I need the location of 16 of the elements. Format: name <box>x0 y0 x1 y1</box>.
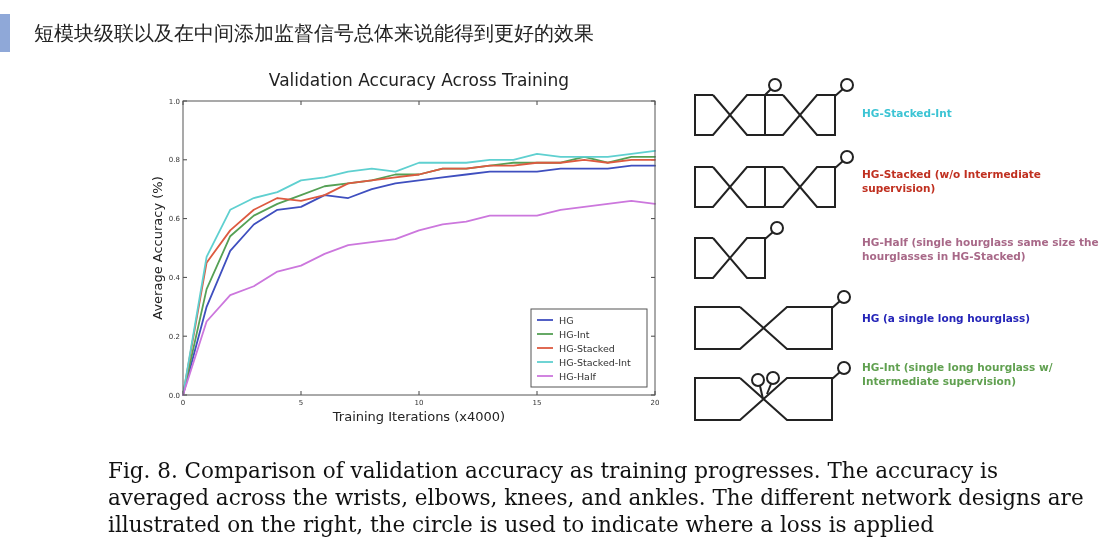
caption: Fig. 8. Comparison of validation accuracy as training progresses. The accuracy is averaged across the wrists, elbows, knees, and ankles. The different network designs are illustrated on the right, the circle is used to indicate where a loss is applied <box>108 458 1084 537</box>
chart-subtitle: Validation Accuracy Across Training <box>268 70 570 90</box>
legend-label: HG-Stacked-Int <box>559 356 632 368</box>
x-axis-title: Training Iterations (x4000) <box>331 409 506 424</box>
legend-label: HG-Stacked <box>559 342 615 354</box>
text: HG-Half (single hourglass same size the hourglasses in HG-Stacked) <box>862 236 1099 262</box>
chart-title: 短模块级联以及在中间添加监督信号总体来说能得到更好的效果 <box>34 21 594 45</box>
text: HG-Stacked (w/o Intermediate supervision) <box>862 168 1041 194</box>
line-series <box>182 200 656 396</box>
legend-label: HG-Int <box>559 328 590 340</box>
legend-label: HG <box>559 314 574 326</box>
legend-label: HG-Half <box>559 370 597 382</box>
text: HG-Int (single long hourglass w/ Intermediate supervision) <box>862 361 1053 387</box>
y-axis-title: Average Accuracy (%) <box>150 176 165 320</box>
text: HG-Stacked-Int <box>862 107 952 119</box>
text: HG (a single long hourglass) <box>862 312 1031 324</box>
